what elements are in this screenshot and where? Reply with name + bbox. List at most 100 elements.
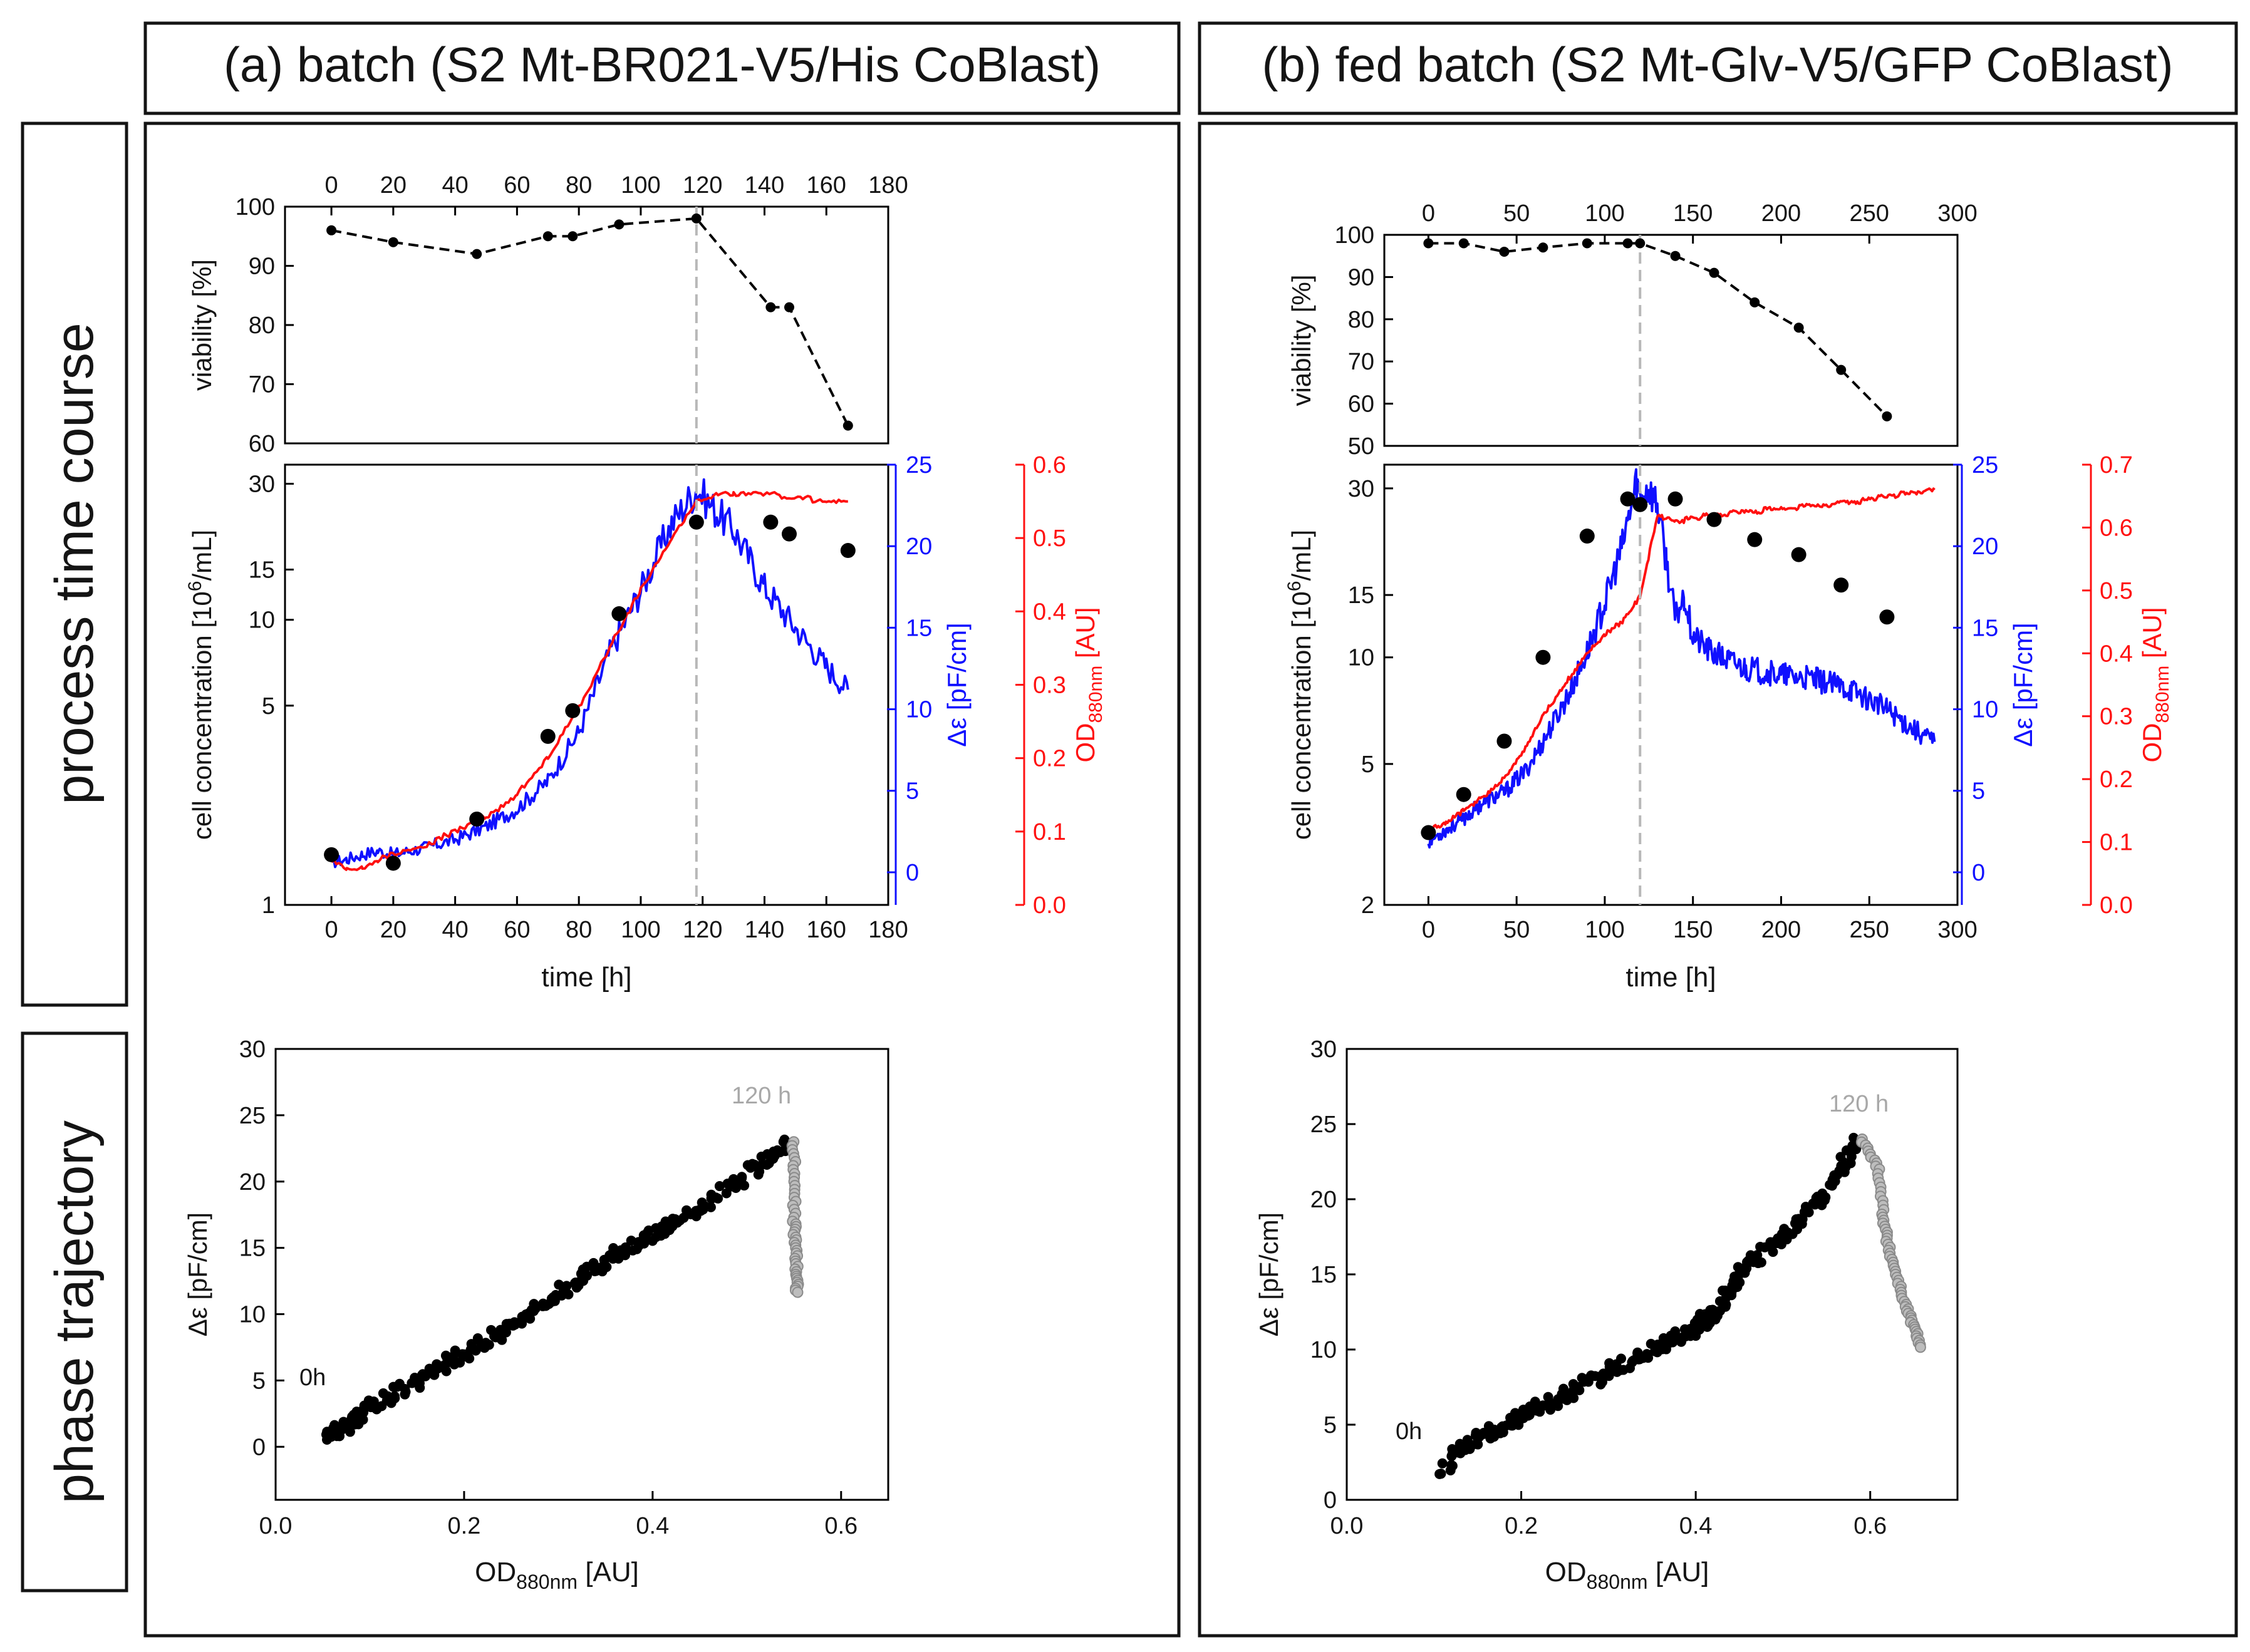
trajectory-point [356, 1415, 366, 1425]
end-annotation: 120 h [1829, 1091, 1889, 1117]
od-axis-label: OD880nm [AU] [1071, 607, 1106, 762]
trajectory-point [472, 1333, 483, 1344]
y-tick-label: 25 [239, 1103, 266, 1129]
cell-concentration-point [781, 526, 797, 542]
x-tick-label: 100 [1585, 200, 1624, 227]
cell-concentration-point [1535, 649, 1551, 665]
late-trajectory-point [792, 1286, 804, 1298]
y-tick-label: 90 [249, 254, 275, 280]
viability-point [1499, 246, 1510, 257]
trajectory-point [581, 1271, 592, 1281]
x-tick-label: 50 [1503, 917, 1530, 943]
capacitance-tick-label: 25 [1972, 452, 1998, 478]
trajectory-point [626, 1236, 636, 1246]
viability-point [1670, 250, 1681, 261]
x-tick-label: 60 [504, 917, 530, 943]
x-tick-label: 100 [621, 917, 660, 943]
trajectory-point [714, 1181, 725, 1192]
viability-point [1836, 364, 1847, 375]
trajectory-point [440, 1360, 450, 1370]
trajectory-point [747, 1159, 758, 1169]
viability-point [1793, 323, 1804, 333]
row-label-box-top [21, 121, 128, 1007]
od-tick-label: 0.5 [1033, 525, 1066, 552]
trajectory-point [1733, 1262, 1743, 1273]
label-subscript: 880nm [2152, 666, 2173, 723]
cell-concentration-point [1791, 547, 1807, 562]
trajectory-point [1667, 1337, 1678, 1348]
cell-concentration-axis-label: cell concentration [106/mL] [1284, 530, 1316, 840]
cell-concentration-point [324, 847, 340, 862]
plot-frame [1383, 234, 1959, 447]
y-tick-label: 15 [1310, 1262, 1337, 1288]
left-tick-label: 5 [262, 693, 275, 720]
title-box-a [143, 21, 1181, 115]
late-trajectory-point [1914, 1341, 1926, 1353]
x-tick-label: 180 [868, 172, 908, 199]
trajectory-point [1846, 1152, 1857, 1162]
x-tick-label: 60 [504, 172, 530, 199]
x-tick-label: 0.0 [259, 1513, 293, 1539]
trajectory-point [710, 1192, 721, 1203]
od-tick-label: 0.7 [2100, 452, 2133, 478]
trajectory-point [1756, 1257, 1766, 1267]
x-tick-label: 0.4 [1679, 1513, 1713, 1539]
viability-point [614, 219, 625, 230]
viability-point [842, 420, 853, 431]
x-tick-label: 160 [807, 917, 846, 943]
x-tick-label: 150 [1673, 200, 1713, 227]
x-tick-label: 100 [1585, 917, 1624, 943]
x-tick-label: 0 [1422, 200, 1435, 227]
viability-point [326, 225, 337, 235]
od-line [1428, 487, 1936, 832]
panel-box-a [143, 121, 1181, 1638]
viability-point [1458, 238, 1469, 249]
trajectory-point [601, 1262, 612, 1273]
trajectory-point [737, 1172, 747, 1182]
cell-concentration-point [1879, 609, 1895, 625]
x-tick-label: 20 [380, 917, 407, 943]
cell-concentration-point [1667, 491, 1683, 507]
start-annotation: 0h [299, 1365, 326, 1391]
viability-point [388, 237, 398, 247]
y-tick-label: 50 [1348, 433, 1374, 460]
trajectory-point [1543, 1391, 1553, 1402]
row-label-box-bottom [21, 1031, 128, 1593]
viability-point [1423, 238, 1434, 249]
x-tick-label: 0 [325, 172, 338, 199]
x-tick-label: 180 [868, 917, 908, 943]
label-part: OD [2137, 723, 2167, 763]
label-part: [AU] [578, 1557, 639, 1587]
left-tick-label: 5 [1361, 751, 1374, 778]
x-tick-label: 0.2 [1505, 1513, 1538, 1539]
od-tick-label: 0.4 [1033, 599, 1066, 625]
row-label-phase: phase trajectory [44, 1120, 105, 1504]
trajectory-point [1436, 1469, 1446, 1479]
cell-concentration-point [1496, 733, 1512, 749]
x-tick-label: 80 [566, 172, 592, 199]
trajectory-point [554, 1279, 564, 1290]
trajectory-point [1597, 1376, 1607, 1387]
x-tick-label: 250 [1850, 200, 1889, 227]
left-tick-label: 2 [1361, 892, 1374, 919]
trajectory-point [1568, 1393, 1579, 1403]
trajectory-point [1437, 1458, 1448, 1469]
frames [21, 21, 2238, 1638]
x-tick-label: 0.6 [824, 1513, 858, 1539]
y-tick-label: 90 [1348, 264, 1374, 291]
trajectory-point [1848, 1132, 1859, 1143]
trajectory-point [414, 1378, 425, 1388]
label-part: /mL] [1287, 530, 1316, 581]
trajectory-point [642, 1227, 653, 1237]
chart-a-viability: 0 20 40 60 80 100 120 140 160 180 60 70 80 90 100 viabi… [187, 172, 908, 457]
label-part: cell concentration [10 [187, 591, 217, 840]
od-line [330, 490, 848, 872]
trajectory-point [407, 1378, 417, 1388]
cell-concentration-point [540, 728, 556, 744]
x-tick-label: 0.6 [1853, 1513, 1887, 1539]
od-tick-label: 0.6 [2100, 515, 2133, 541]
od-axis-label: OD880nm [AU] [1545, 1557, 1709, 1593]
y-tick-label: 100 [236, 194, 275, 220]
y-tick-label: 30 [239, 1036, 266, 1063]
